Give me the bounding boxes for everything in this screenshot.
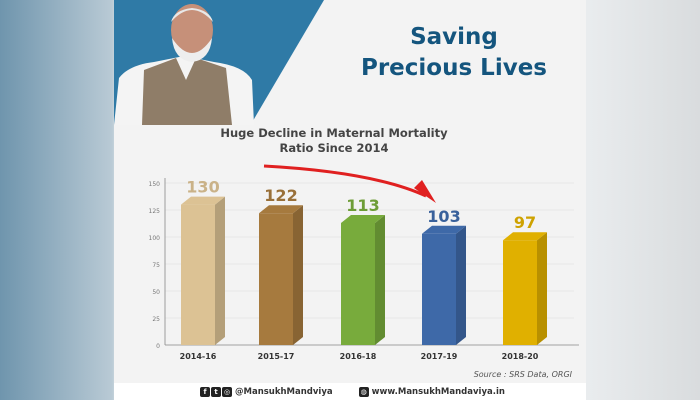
x-tick-label: 2016-18 bbox=[340, 352, 377, 361]
bar-side bbox=[456, 225, 466, 345]
title-line-1: Saving bbox=[410, 24, 498, 50]
source-note: Source : SRS Data, ORGI bbox=[473, 370, 572, 379]
bar-top bbox=[422, 225, 466, 234]
footer: f t ◎ @MansukhMandviya ◍ www.MansukhMand… bbox=[114, 383, 586, 400]
portrait-photo bbox=[114, 4, 254, 125]
chart-title-line-2: Ratio Since 2014 bbox=[279, 141, 389, 155]
bar bbox=[341, 222, 375, 345]
y-tick-label: 75 bbox=[152, 262, 160, 269]
x-tick-label: 2018-20 bbox=[502, 352, 539, 361]
value-label: 97 bbox=[514, 213, 536, 232]
infographic: Saving Precious Lives Huge Decline in Ma… bbox=[114, 0, 586, 400]
title-line-2: Precious Lives bbox=[360, 55, 547, 81]
social-handle[interactable]: @MansukhMandviya bbox=[235, 386, 333, 397]
x-tick-label: 2017-19 bbox=[421, 352, 458, 361]
globe-icon: ◍ bbox=[358, 386, 369, 397]
bar-top bbox=[341, 214, 385, 223]
bar-side bbox=[215, 196, 225, 345]
chart-title: Huge Decline in Maternal Mortality Ratio… bbox=[174, 126, 494, 156]
value-label: 103 bbox=[427, 207, 460, 226]
y-tick-label: 25 bbox=[152, 316, 160, 323]
value-label: 130 bbox=[186, 178, 219, 197]
instagram-icon[interactable]: ◎ bbox=[222, 386, 232, 397]
website-link[interactable]: www.MansukhMandaviya.in bbox=[371, 386, 505, 397]
page-title: Saving Precious Lives bbox=[309, 22, 586, 84]
value-label: 113 bbox=[346, 196, 379, 215]
twitter-icon[interactable]: t bbox=[211, 386, 221, 397]
x-tick-label: 2015-17 bbox=[258, 352, 295, 361]
y-tick-label: 50 bbox=[152, 289, 160, 296]
bar bbox=[181, 204, 215, 345]
bar-top bbox=[259, 205, 303, 214]
y-tick-label: 125 bbox=[149, 208, 161, 215]
value-label: 122 bbox=[264, 186, 297, 205]
bar-top bbox=[503, 232, 547, 241]
trend-arrow-head bbox=[414, 180, 436, 203]
bar-side bbox=[375, 214, 385, 345]
bar bbox=[503, 240, 537, 345]
bar-side bbox=[293, 205, 303, 345]
x-tick-label: 2014-16 bbox=[180, 352, 217, 361]
bar-chart: 0 25 50 75 100 125 150 130 2014-16 122 2015-17 113 2… bbox=[149, 164, 579, 361]
bar-top bbox=[181, 196, 225, 205]
trend-arrow-line bbox=[263, 164, 427, 198]
y-tick-label: 100 bbox=[149, 235, 161, 242]
bar bbox=[259, 213, 293, 345]
facebook-icon[interactable]: f bbox=[200, 386, 210, 397]
y-tick-label: 0 bbox=[156, 343, 160, 350]
chart-title-line-1: Huge Decline in Maternal Mortality bbox=[220, 126, 448, 140]
bar-side bbox=[537, 232, 547, 345]
bar bbox=[422, 233, 456, 345]
y-tick-label: 150 bbox=[149, 181, 161, 188]
